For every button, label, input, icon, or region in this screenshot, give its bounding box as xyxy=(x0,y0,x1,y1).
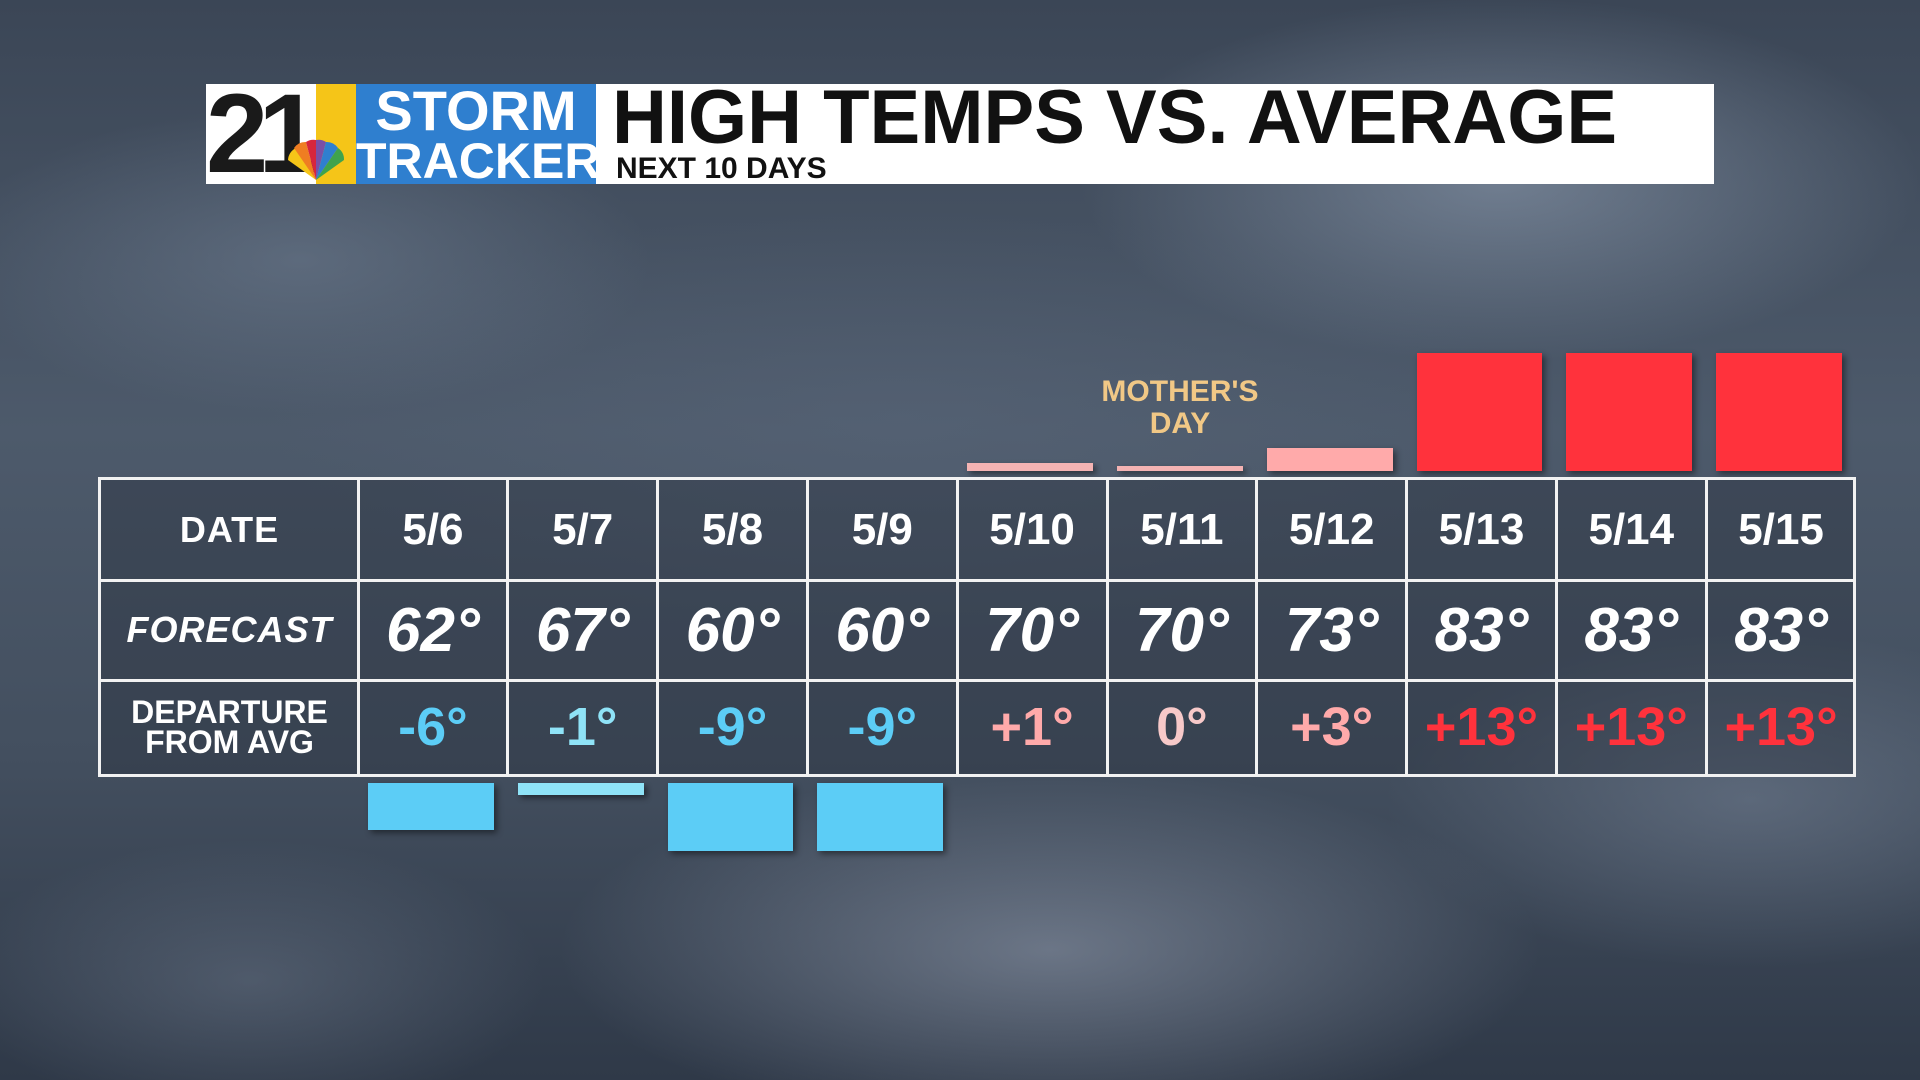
grid-vline xyxy=(1105,480,1109,774)
grid-vline xyxy=(1255,480,1259,774)
row-label-forecast: FORECAST xyxy=(126,609,333,650)
row-label-date: DATE xyxy=(179,509,280,550)
date-cell: 5/6 xyxy=(402,505,464,554)
forecast-cell: 60° xyxy=(685,595,780,665)
forecast-cell: 70° xyxy=(1135,595,1229,665)
date-cell: 5/8 xyxy=(701,505,764,554)
row-label-departure: DEPARTURE FROM AVG xyxy=(101,680,358,774)
forecast-table: DATE FORECAST DEPARTURE FROM AVG 5/6 62° -… xyxy=(98,477,1856,777)
annotation-line1: MOTHER'S xyxy=(1101,375,1259,408)
departure-bar xyxy=(967,463,1093,471)
departure-cell: 0° xyxy=(1156,697,1208,757)
row-label-departure-line1: DEPARTURE xyxy=(131,694,328,730)
departure-cell: -1° xyxy=(547,697,618,757)
forecast-cell: 73° xyxy=(1284,595,1379,665)
forecast-cell: 70° xyxy=(985,595,1079,665)
departure-cell: +3° xyxy=(1290,697,1374,757)
date-cell: 5/7 xyxy=(552,505,614,554)
departure-bar xyxy=(1716,353,1842,471)
date-cell: 5/9 xyxy=(851,505,913,554)
grid-vline xyxy=(506,480,510,774)
grid-vline xyxy=(1554,480,1558,774)
grid-vline xyxy=(656,480,660,774)
logo-storm-text: STORM xyxy=(375,79,577,142)
departure-bar xyxy=(368,783,494,831)
departure-bar xyxy=(1566,353,1693,471)
departure-cell: +13° xyxy=(1724,697,1838,757)
departure-cell: +1° xyxy=(990,697,1074,757)
chart-title: HIGH TEMPS VS. AVERAGE xyxy=(612,75,1618,160)
date-cell: 5/12 xyxy=(1288,505,1375,554)
date-cell: 5/11 xyxy=(1140,505,1224,554)
grid-hline xyxy=(101,578,1853,582)
departure-bar xyxy=(1266,448,1393,471)
departure-bar xyxy=(517,783,644,795)
grid-vline xyxy=(1704,480,1708,774)
grid-vline xyxy=(955,480,959,774)
grid-vline xyxy=(805,480,809,774)
grid-vline xyxy=(1405,480,1409,774)
departure-cell: -9° xyxy=(847,697,918,757)
storm-tracker-logo: STORM TRACKER xyxy=(356,79,601,189)
forecast-cell: 83° xyxy=(1734,595,1828,665)
chart-subtitle: NEXT 10 DAYS xyxy=(616,152,827,185)
peacock-icon xyxy=(288,139,345,180)
departure-bar xyxy=(1117,466,1243,471)
departure-cell: -6° xyxy=(398,697,468,757)
departure-bar xyxy=(817,783,944,851)
departure-cell: +13° xyxy=(1574,697,1688,757)
forecast-cell: 67° xyxy=(535,595,630,665)
date-cell: 5/15 xyxy=(1738,505,1824,554)
departure-cell: -9° xyxy=(697,697,768,757)
logo-tracker-text: TRACKER xyxy=(356,133,601,189)
forecast-cell: 60° xyxy=(835,595,930,665)
date-cell: 5/10 xyxy=(989,505,1075,554)
forecast-cell: 83° xyxy=(1434,595,1529,665)
grid-hline xyxy=(101,678,1853,682)
departure-bar xyxy=(667,783,794,851)
departure-cell: +13° xyxy=(1424,697,1539,757)
grid-vline xyxy=(356,480,360,774)
annotation-line2: DAY xyxy=(1149,407,1211,440)
mothers-day-annotation: MOTHER'S DAY xyxy=(1070,376,1290,440)
date-cell: 5/13 xyxy=(1438,505,1525,554)
forecast-cell: 83° xyxy=(1584,595,1679,665)
row-label-departure-line2: FROM AVG xyxy=(145,724,314,760)
forecast-cell: 62° xyxy=(386,595,480,665)
date-cell: 5/14 xyxy=(1588,505,1675,554)
departure-bar xyxy=(1416,353,1543,471)
